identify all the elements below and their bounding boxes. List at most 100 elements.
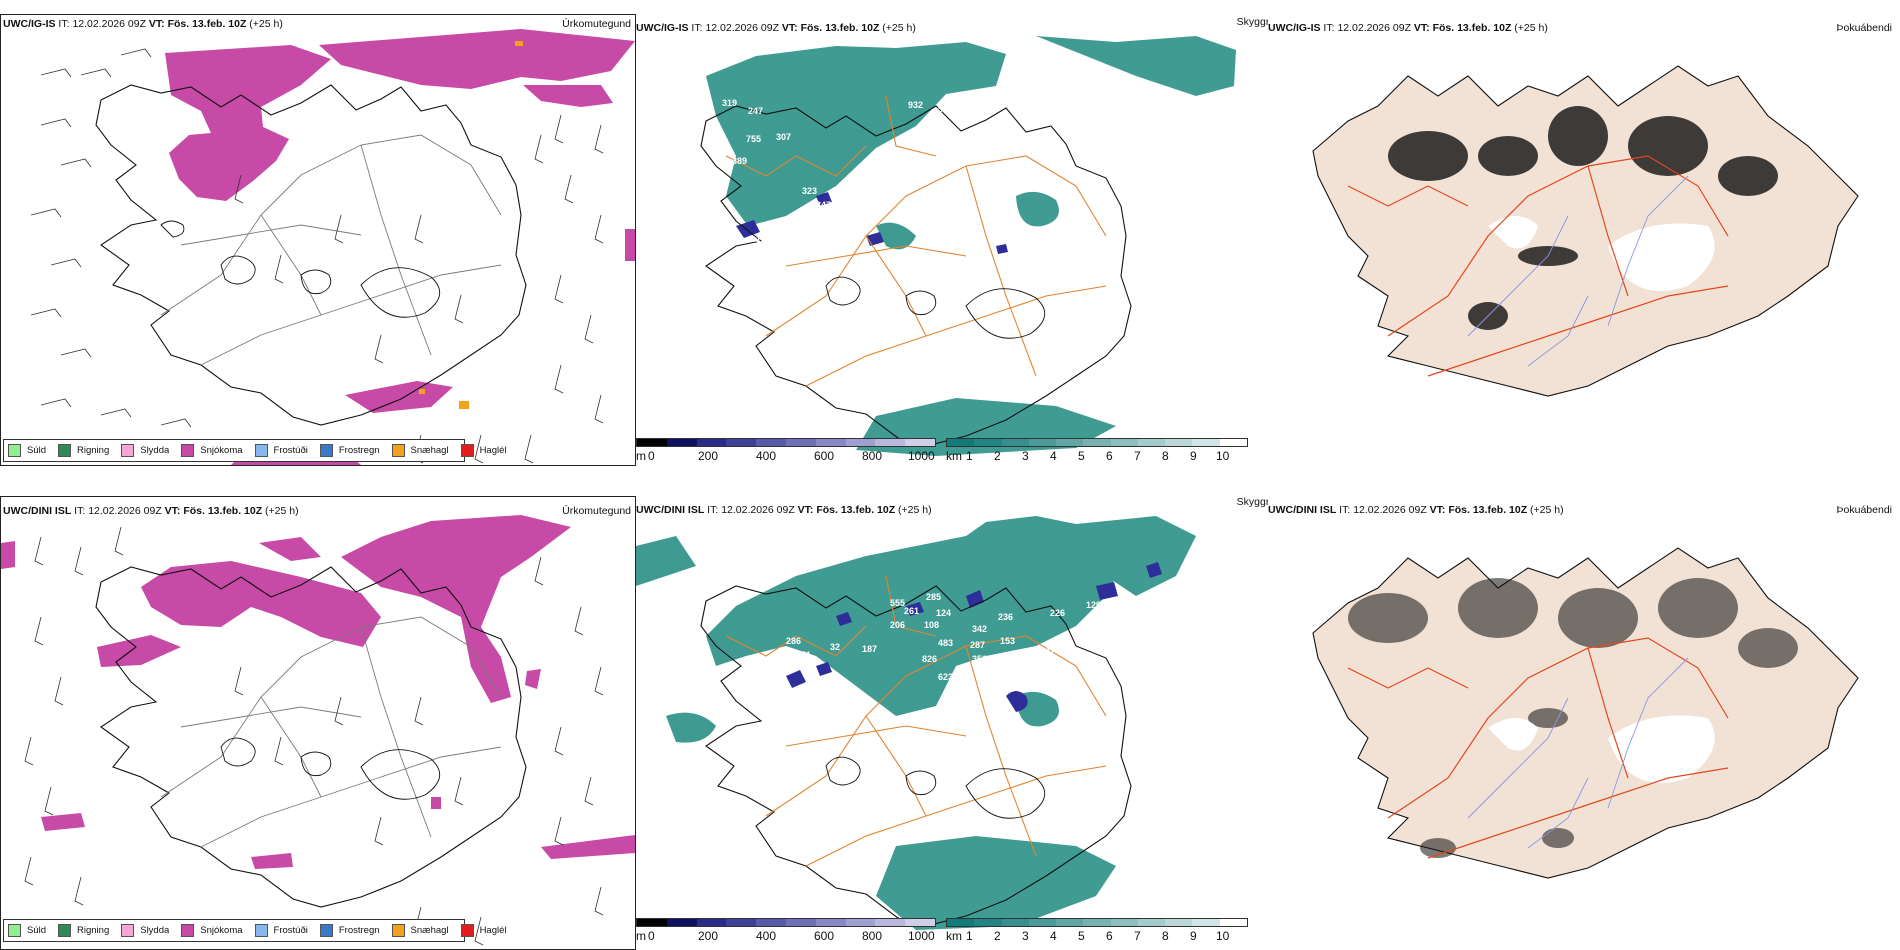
- ceiling-label: 226: [1050, 608, 1065, 618]
- model-name: UWC/DINI ISL: [636, 504, 705, 516]
- legend-item: Snjókoma: [181, 924, 243, 937]
- lead-time: (+25 h): [882, 22, 916, 34]
- field-name: Skyggni: [1236, 496, 1274, 508]
- ceiling-label: 84: [856, 164, 866, 174]
- legend-item: Súld: [8, 444, 46, 457]
- it-label: IT:: [74, 505, 86, 517]
- snow-areas: [1, 515, 635, 869]
- roads: [160, 134, 502, 366]
- snow-areas: [165, 29, 635, 465]
- legend-swatch-hail: [460, 924, 474, 937]
- vt-label: VT:: [164, 505, 181, 517]
- vt-label: VT:: [797, 504, 814, 516]
- colorbar-tick: 2: [994, 449, 1001, 463]
- ceiling-label: 342: [972, 624, 987, 634]
- snow-pellet-areas: [419, 41, 523, 409]
- ceiling-color-block: [815, 919, 846, 926]
- ceiling-color-block: [785, 919, 816, 926]
- roads: [1347, 155, 1729, 377]
- colorbar-unit: m: [636, 929, 646, 943]
- ceiling-color-block: [905, 919, 935, 926]
- vt-value: Fös. 13.feb. 10Z: [816, 504, 896, 516]
- colorbar-tick: 8: [1162, 449, 1169, 463]
- precip-type-panel-top: UWC/IG-IS IT: 12.02.2026 09Z VT: Fös. 13…: [0, 14, 636, 466]
- ceiling-label: 32: [830, 642, 840, 652]
- vt-value: Fös. 13.feb. 10Z: [800, 22, 880, 34]
- legend-swatch-freezing-rain: [319, 924, 333, 937]
- legend-item: Snæhagl: [391, 924, 449, 937]
- colorbar-tick: 7: [1134, 929, 1141, 943]
- iceland-outline: [95, 84, 527, 426]
- precip-type-panel-bottom: UWC/DINI ISL IT: 12.02.2026 09Z VT: Fös.…: [0, 496, 636, 950]
- legend-swatch-freezing-rain: [319, 444, 333, 457]
- panel-title: UWC/DINI ISL IT: 12.02.2026 09Z VT: Fös.…: [3, 505, 299, 517]
- ceiling-color-block: [905, 439, 935, 446]
- ceiling-colorbar-blocks: [636, 438, 936, 447]
- legend-item: Snæhagl: [391, 444, 449, 457]
- visibility-color-block: [947, 919, 975, 926]
- ceiling-color-block: [696, 919, 727, 926]
- visibility-colorbar-blocks: [946, 918, 1248, 927]
- it-value: 12.02.2026 09Z: [88, 505, 162, 517]
- legend-swatch-freezing-drizzle: [254, 444, 268, 457]
- visibility-panel-top: 319 247 755 307 932 528 389 84 478 323 2…: [636, 14, 1326, 466]
- legend-item: Haglél: [460, 444, 507, 457]
- legend-swatch-sleet: [121, 444, 135, 457]
- ceiling-color-block: [726, 919, 757, 926]
- colorbar-tick: 10: [1216, 929, 1230, 943]
- model-name: UWC/IG-IS: [3, 18, 56, 30]
- visibility-color-block: [1110, 919, 1138, 926]
- ceiling-label: 307: [776, 132, 791, 142]
- roads: [160, 616, 502, 848]
- model-name: UWC/DINI ISL: [1268, 504, 1337, 516]
- rivers: [1467, 175, 1689, 367]
- ceiling-color-block: [785, 439, 816, 446]
- ceiling-label: 206: [890, 620, 905, 630]
- vt-value: Fös. 13.feb. 10Z: [1432, 22, 1512, 34]
- vt-label: VT:: [1429, 504, 1446, 516]
- vt-label: VT:: [148, 18, 165, 30]
- it-value: 12.02.2026 09Z: [721, 504, 795, 516]
- panel-title: UWC/IG-IS IT: 12.02.2026 09Z VT: Fös. 13…: [3, 18, 283, 30]
- colorbar-tick: 1000: [908, 449, 935, 463]
- legend-swatch-freezing-drizzle: [254, 924, 268, 937]
- field-name: Úrkomutegund: [562, 18, 631, 30]
- ceiling-label: 323: [802, 186, 817, 196]
- colorbar-tick: 9: [1190, 449, 1197, 463]
- colorbar-tick: 600: [814, 929, 835, 943]
- colorbar-tick: 400: [756, 449, 777, 463]
- model-name: UWC/IG-IS: [1268, 22, 1321, 34]
- ceiling-label: 483: [938, 638, 953, 648]
- fog-map-top: [1312, 65, 1859, 397]
- lead-time: (+25 h): [249, 18, 283, 30]
- colorbar-tick: 8: [1162, 929, 1169, 943]
- glacier-white: [1608, 223, 1715, 291]
- colorbar-tick: 200: [698, 929, 719, 943]
- visibility-color-block: [1192, 919, 1220, 926]
- ceiling-color-block: [845, 439, 876, 446]
- ceiling-label: 347: [1040, 646, 1055, 656]
- it-label: IT:: [1339, 504, 1351, 516]
- ceiling-label: 247: [748, 106, 763, 116]
- ceiling-label: 319: [722, 98, 737, 108]
- colorbar-tick: 0: [648, 929, 655, 943]
- ceiling-labels: 555 285 261 124 206 108 236 226 129 286 …: [786, 592, 1105, 726]
- rivers: [1467, 657, 1689, 849]
- precip-type-legend: Súld Rigning Slydda Snjókoma Frostúði Fr…: [3, 439, 507, 462]
- colorbar-tick: 4: [1050, 449, 1057, 463]
- legend-swatch-snow: [181, 924, 195, 937]
- visibility-colorbar: km 1 2 3 4 5 6 7 8 9 10: [946, 918, 1248, 946]
- colorbar-tick: 5: [1078, 929, 1085, 943]
- ceiling-label: 356: [972, 654, 987, 664]
- wind-barbs: [30, 48, 604, 464]
- panel-title: UWC/IG-IS IT: 12.02.2026 09Z VT: Fös. 13…: [636, 22, 916, 34]
- visibility-color-block: [1083, 439, 1111, 446]
- ceiling-label: 623: [938, 672, 953, 682]
- visibility-color-block: [1192, 439, 1220, 446]
- ceiling-label: 124: [936, 608, 951, 618]
- panel-title: UWC/DINI ISL IT: 12.02.2026 09Z VT: Fös.…: [636, 504, 932, 516]
- colorbar-tick: 4: [1050, 929, 1057, 943]
- ceiling-color-block: [756, 919, 786, 926]
- colorbar-tick: 9: [1190, 929, 1197, 943]
- legend-item: Súld: [8, 924, 46, 937]
